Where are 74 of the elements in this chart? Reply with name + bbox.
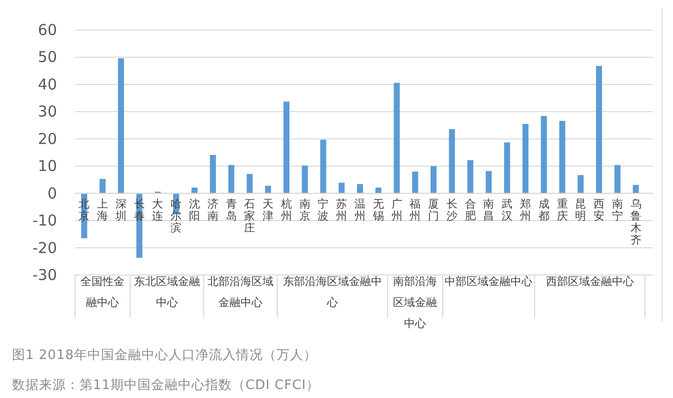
bar — [338, 182, 345, 194]
bar — [632, 184, 639, 194]
bar — [228, 165, 234, 194]
bar — [412, 172, 418, 194]
x-tick-label: 石家庄 — [244, 197, 256, 234]
x-tick-label: 大连 — [152, 197, 164, 222]
bar — [246, 174, 253, 194]
x-tick-label: 南昌 — [483, 197, 494, 222]
annotation: 中部区域金融中心 — [444, 275, 533, 288]
bar — [375, 188, 382, 194]
y-tick-label: 60 — [38, 21, 57, 39]
y-tick-label: 10 — [38, 157, 57, 176]
bar — [100, 178, 106, 194]
x-tick-label: 杭州 — [280, 197, 292, 222]
bar — [486, 171, 492, 194]
y-tick-label: -10 — [32, 212, 57, 230]
x-tick-label: 苏州 — [336, 197, 348, 222]
annotation: 全国性金融中心 — [80, 275, 125, 309]
bar — [210, 154, 216, 194]
x-tick-label: 宁波 — [318, 197, 329, 222]
x-tick-label: 长沙 — [446, 197, 458, 222]
x-tick-label: 无锡 — [372, 197, 384, 222]
annotation: 东部沿海区域金融中心 — [282, 275, 382, 309]
bar — [192, 188, 198, 194]
bar — [265, 186, 272, 194]
x-tick-label: 南宁 — [612, 197, 623, 222]
bar — [320, 140, 326, 194]
x-tick-label: 重庆 — [556, 197, 568, 222]
y-tick-label: 30 — [38, 102, 57, 121]
annotation: 西部区域金融中心 — [546, 275, 634, 288]
y-tick-label: -20 — [32, 238, 57, 257]
bar — [394, 82, 400, 194]
bar — [504, 142, 510, 194]
x-tick-label: 西安 — [594, 197, 605, 222]
y-tick-label: 0 — [47, 184, 57, 202]
x-tick-label: 温州 — [354, 197, 366, 222]
bar — [118, 58, 124, 194]
text: 图1 2018年中国金融中心人口净流入情况（万人） — [12, 347, 317, 363]
x-tick-label: 南京 — [299, 197, 310, 222]
bar — [522, 124, 528, 194]
x-tick-label: 昆明 — [575, 197, 586, 222]
bar — [430, 166, 437, 194]
bar — [283, 102, 290, 194]
annotation: 北部沿海区域金融中心 — [207, 275, 274, 309]
annotation: 东北区域金融中心 — [134, 275, 200, 309]
x-tick-label: 上海 — [97, 197, 108, 222]
x-tick-label: 青岛 — [226, 197, 237, 222]
y-tick-label: -30 — [32, 266, 57, 284]
x-tick-label: 天津 — [262, 197, 274, 222]
x-tick-label: 合肥 — [464, 197, 476, 222]
x-tick-label: 乌鲁木齐 — [630, 197, 642, 246]
x-tick-label: 广州 — [391, 197, 402, 222]
bar — [578, 175, 584, 194]
y-tick-label: 50 — [38, 48, 57, 66]
source-note: 数据来源：第11期中国金融中心指数（CDI CFCI） — [12, 377, 320, 393]
x-tick-label: 成都 — [538, 197, 550, 222]
bar — [467, 160, 474, 194]
bar — [540, 116, 547, 194]
x-tick-label: 福州 — [410, 197, 421, 222]
x-tick-label: 沈阳 — [189, 197, 200, 222]
y-tick-label: 20 — [38, 130, 57, 148]
x-tick-label: 武汉 — [502, 197, 513, 222]
annotation: 南部沿海区域金融中心 — [393, 275, 438, 330]
x-tick-label: 厦门 — [428, 197, 440, 222]
x-tick-label: 郑州 — [520, 197, 531, 222]
bar — [559, 120, 566, 194]
x-tick-label: 深圳 — [114, 197, 126, 222]
x-tick-label: 济南 — [207, 197, 218, 222]
bar — [614, 165, 620, 194]
bar — [357, 184, 363, 194]
y-tick-label: 40 — [38, 75, 57, 94]
bar — [302, 166, 308, 194]
bar — [596, 66, 602, 194]
bar — [448, 129, 455, 194]
